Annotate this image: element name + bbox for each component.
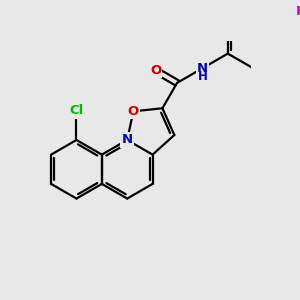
Text: N: N <box>122 134 133 146</box>
Text: Cl: Cl <box>69 104 84 117</box>
Text: F: F <box>296 5 300 18</box>
Text: H: H <box>197 70 207 83</box>
Text: O: O <box>128 105 139 118</box>
Text: O: O <box>150 64 161 77</box>
Text: N: N <box>197 62 208 75</box>
